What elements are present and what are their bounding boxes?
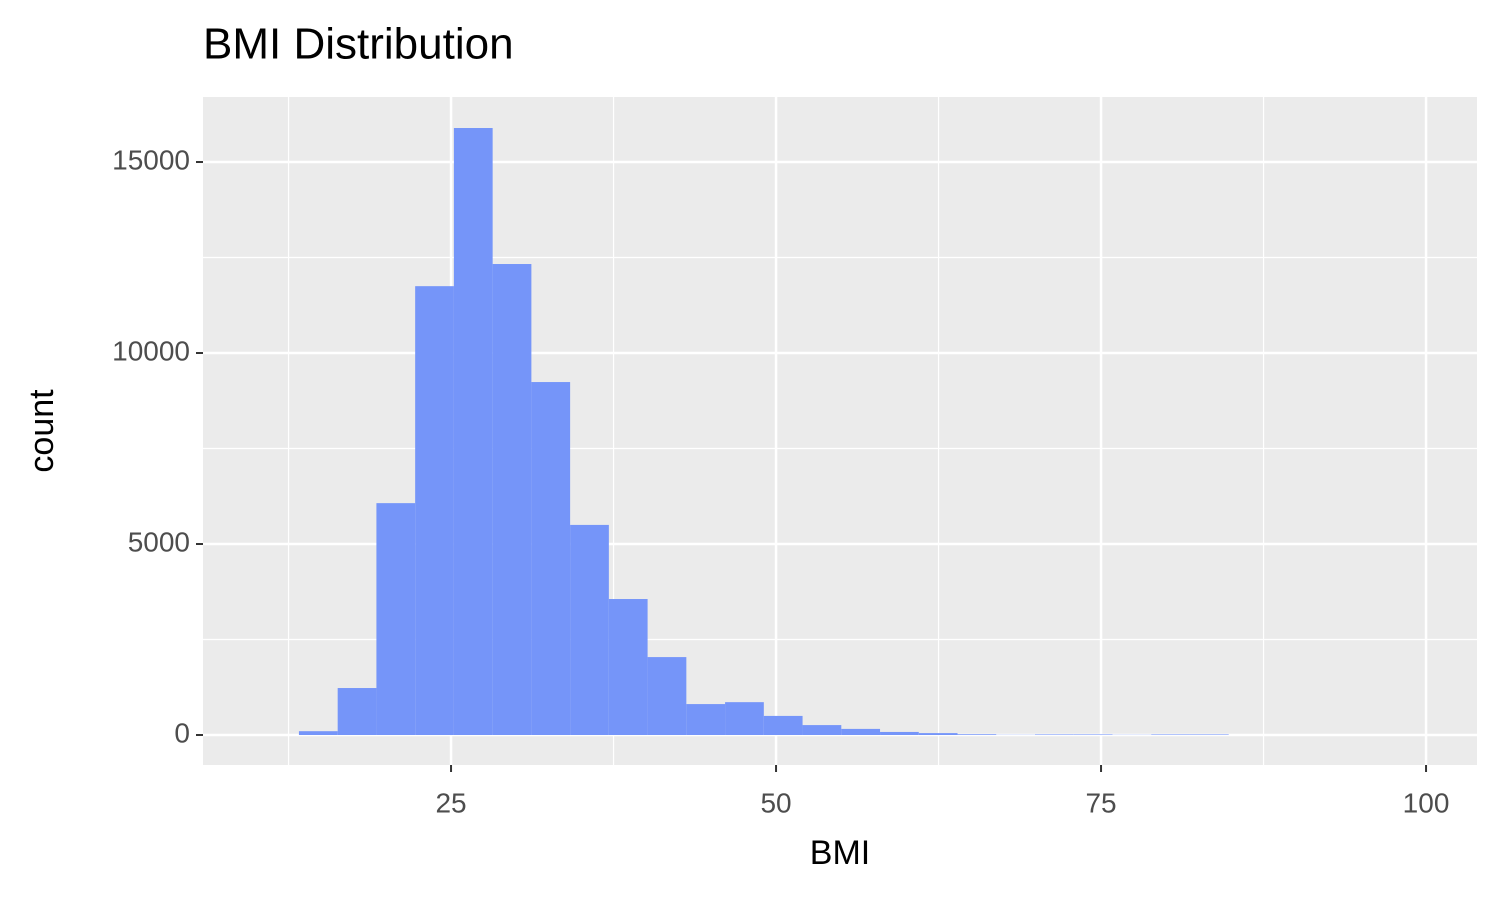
bar bbox=[957, 734, 997, 736]
bar bbox=[531, 382, 571, 736]
x-axis-title: BMI bbox=[810, 834, 870, 872]
y-tick-label: 0 bbox=[174, 717, 190, 748]
bar bbox=[647, 657, 687, 736]
bar bbox=[337, 688, 377, 736]
bar bbox=[880, 731, 919, 736]
bar bbox=[1189, 734, 1229, 736]
y-tick-label: 10000 bbox=[112, 335, 190, 366]
bar bbox=[298, 731, 338, 736]
bar bbox=[608, 599, 648, 736]
bar bbox=[453, 128, 493, 736]
bar bbox=[802, 725, 842, 736]
bar bbox=[1073, 734, 1113, 736]
y-axis-title: count bbox=[23, 389, 61, 473]
bar bbox=[841, 728, 881, 736]
bar bbox=[918, 733, 958, 736]
bar bbox=[725, 702, 764, 736]
bar bbox=[1151, 734, 1190, 736]
bar bbox=[763, 715, 803, 736]
chart-title: BMI Distribution bbox=[203, 20, 514, 69]
x-tick-label: 75 bbox=[1085, 787, 1116, 818]
x-tick-label: 100 bbox=[1403, 787, 1450, 818]
bar bbox=[570, 524, 609, 736]
bar bbox=[415, 286, 454, 736]
bar bbox=[492, 264, 532, 736]
y-tick-label: 15000 bbox=[112, 144, 190, 175]
x-tick-label: 25 bbox=[435, 787, 466, 818]
x-tick-label: 50 bbox=[760, 787, 791, 818]
bar bbox=[376, 503, 416, 736]
y-tick-label: 5000 bbox=[128, 526, 190, 557]
bar bbox=[1035, 734, 1074, 736]
bar bbox=[686, 704, 726, 736]
